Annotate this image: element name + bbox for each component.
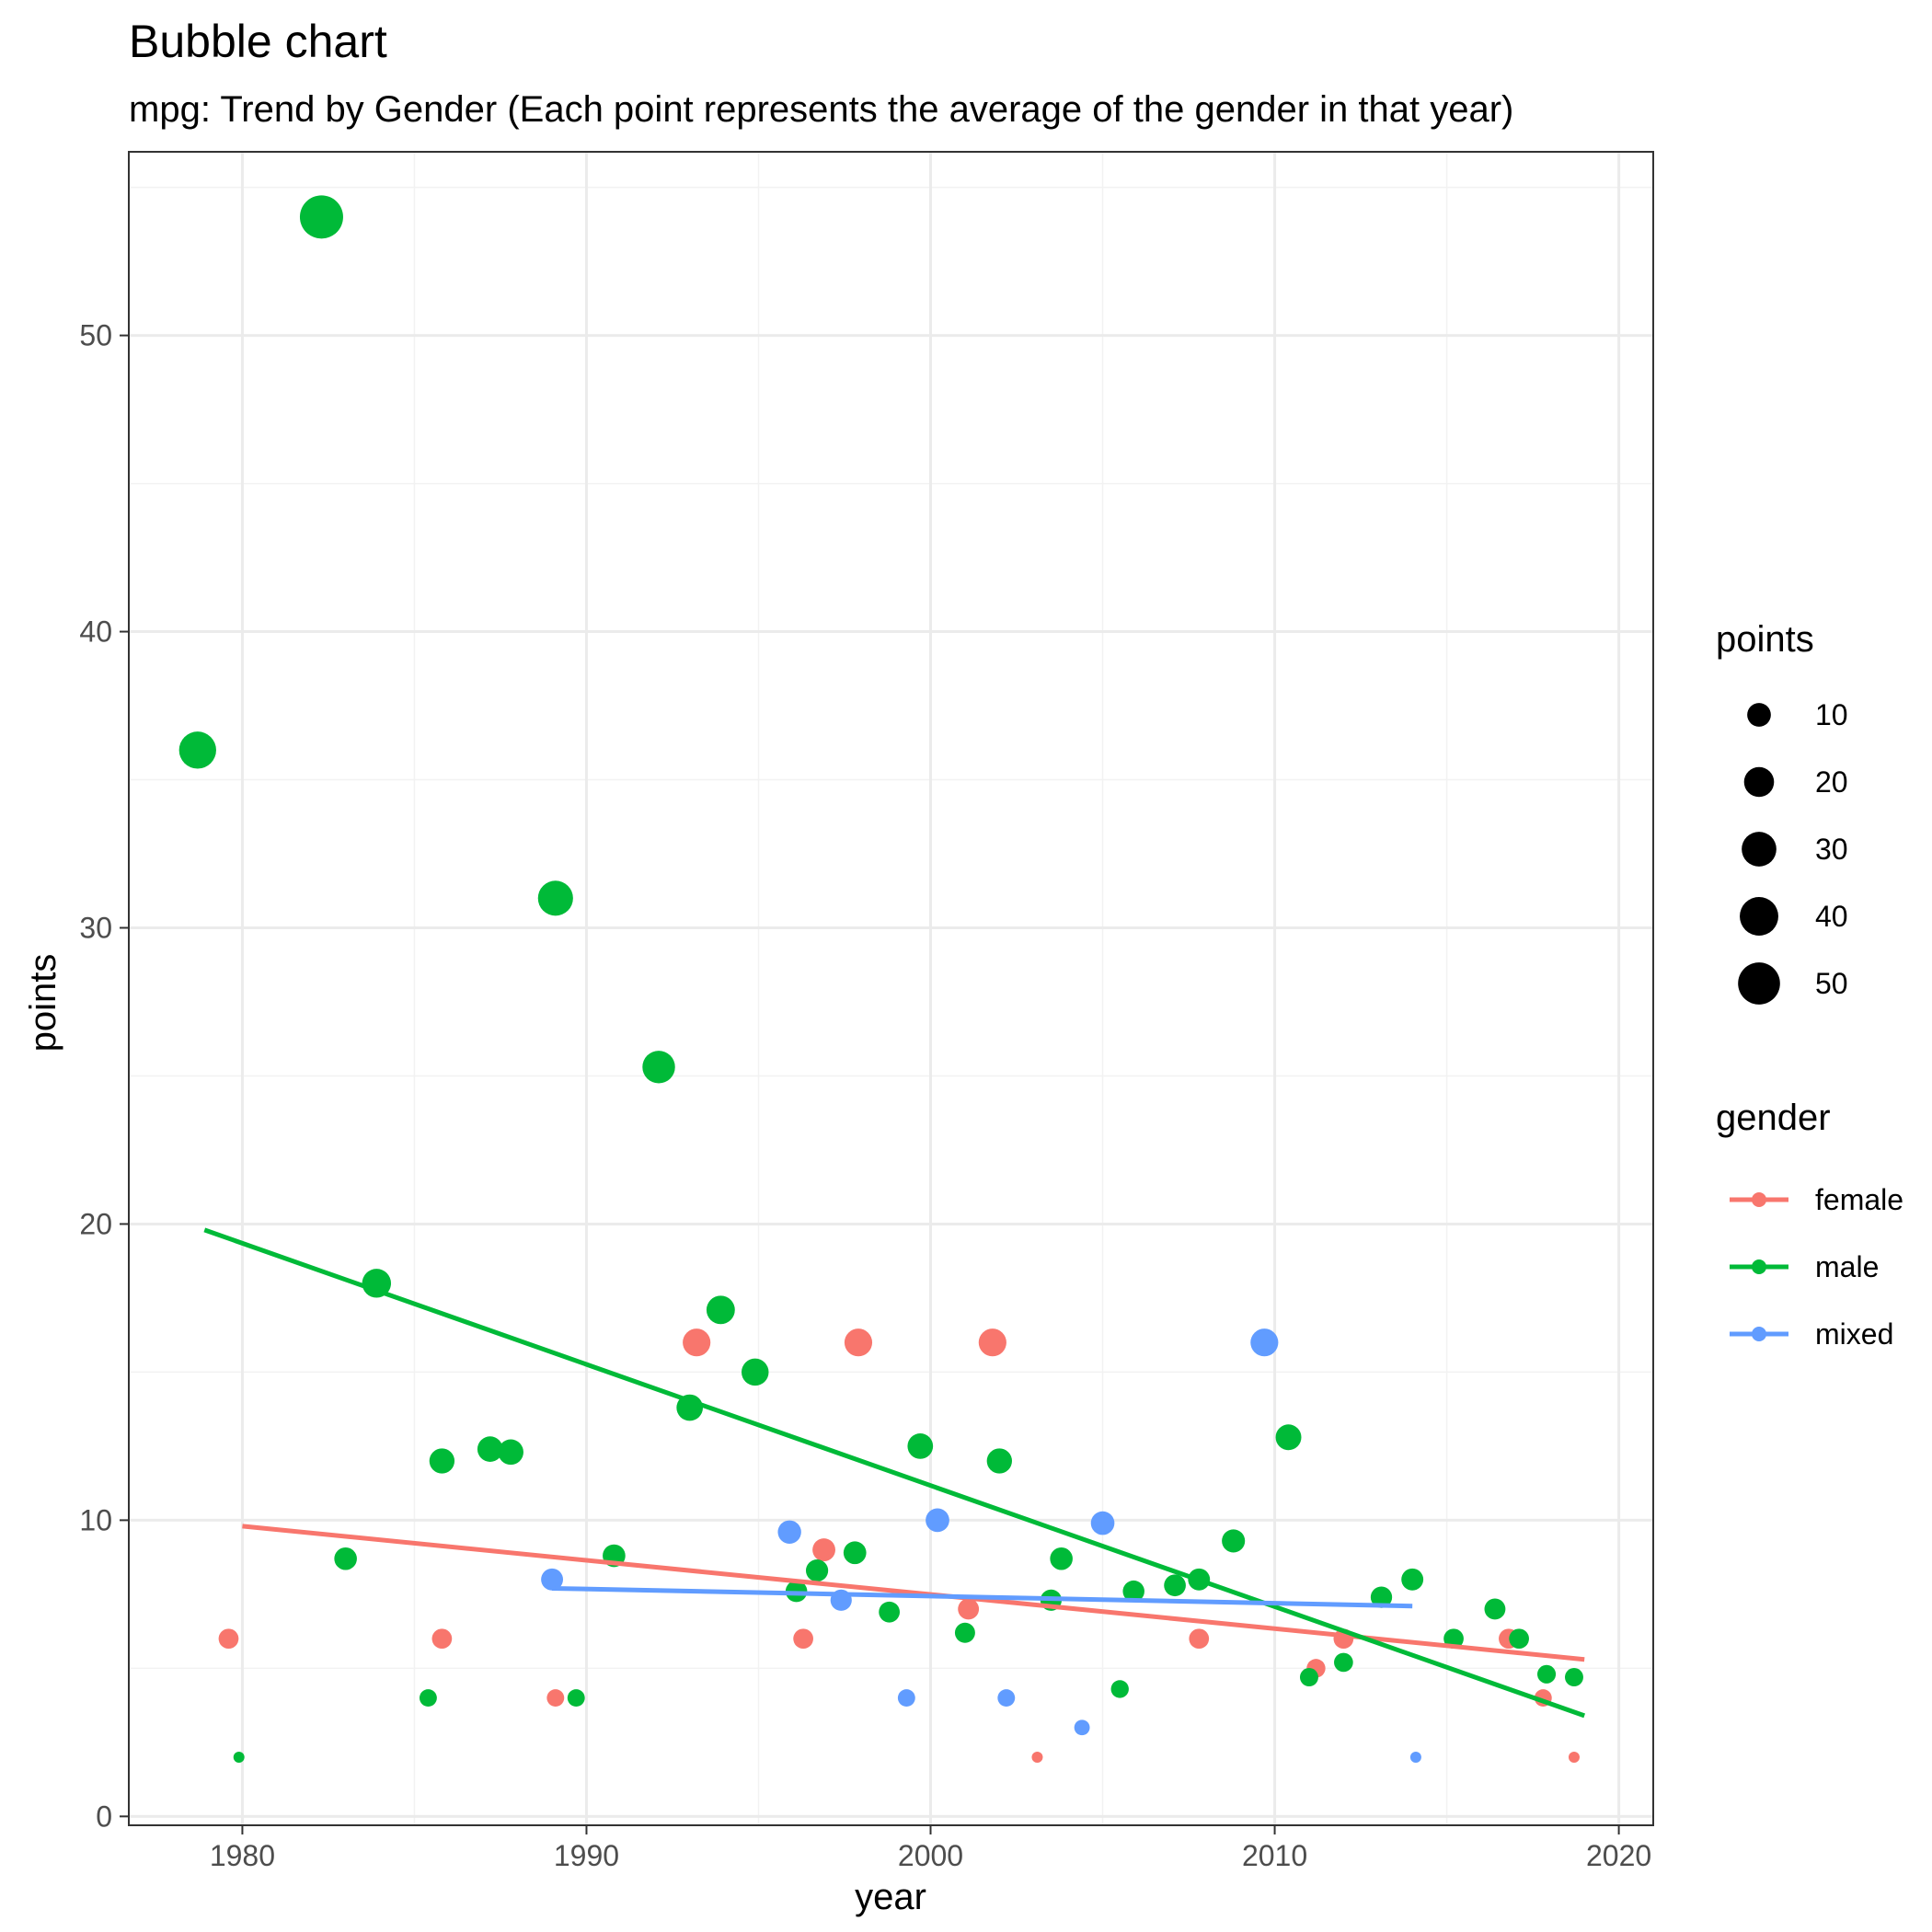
data-point-male bbox=[1050, 1547, 1073, 1570]
chart-title: Bubble chart bbox=[129, 16, 387, 67]
data-point-male bbox=[843, 1541, 867, 1565]
data-point-male bbox=[1564, 1668, 1583, 1687]
data-point-mixed bbox=[1250, 1328, 1279, 1357]
data-point-male bbox=[1509, 1628, 1529, 1650]
y-tick-label: 50 bbox=[79, 319, 112, 352]
gender-legend-key bbox=[1752, 1327, 1766, 1341]
data-point-female bbox=[218, 1628, 239, 1650]
data-point-mixed bbox=[997, 1689, 1016, 1707]
data-point-male bbox=[1164, 1574, 1186, 1597]
data-point-male bbox=[498, 1439, 523, 1466]
x-tick-label: 2020 bbox=[1586, 1839, 1651, 1872]
x-tick-label: 2010 bbox=[1242, 1839, 1307, 1872]
panel-background bbox=[129, 152, 1653, 1825]
x-axis-title: year bbox=[855, 1877, 926, 1917]
size-legend-title: points bbox=[1716, 619, 1814, 660]
data-point-female bbox=[1031, 1751, 1043, 1763]
data-point-male bbox=[879, 1601, 901, 1623]
data-point-male bbox=[178, 731, 216, 769]
data-point-male bbox=[1334, 1652, 1353, 1673]
y-tick-label: 20 bbox=[79, 1207, 112, 1240]
size-legend-key bbox=[1738, 962, 1780, 1005]
data-point-male bbox=[1275, 1424, 1302, 1451]
gender-legend-label: mixed bbox=[1815, 1317, 1893, 1351]
data-point-male bbox=[642, 1051, 675, 1084]
data-point-male bbox=[429, 1448, 455, 1474]
data-point-male bbox=[299, 195, 343, 239]
data-point-male bbox=[233, 1751, 245, 1763]
data-point-mixed bbox=[897, 1689, 915, 1707]
data-point-mixed bbox=[1074, 1719, 1090, 1736]
data-point-male bbox=[1110, 1680, 1129, 1698]
gender-legend-label: male bbox=[1815, 1250, 1879, 1283]
data-point-female bbox=[812, 1538, 835, 1562]
size-legend-key bbox=[1743, 766, 1775, 798]
data-point-mixed bbox=[1090, 1511, 1115, 1535]
trend-lines bbox=[203, 1227, 1586, 1719]
data-point-mixed bbox=[777, 1520, 801, 1544]
data-point-mixed bbox=[926, 1508, 949, 1533]
x-tick-label: 2000 bbox=[898, 1839, 963, 1872]
y-tick-label: 10 bbox=[79, 1503, 112, 1536]
data-point-female bbox=[683, 1328, 711, 1357]
gender-legend: gender female male mixed bbox=[1716, 1098, 1903, 1351]
data-point-male bbox=[1401, 1568, 1424, 1591]
y-axis-title: points bbox=[23, 954, 63, 1052]
gender-legend-label: female bbox=[1815, 1183, 1903, 1216]
y-tick-label: 40 bbox=[79, 615, 112, 649]
data-point-female bbox=[978, 1328, 1006, 1357]
data-point-male bbox=[537, 880, 573, 916]
panel-border bbox=[128, 151, 1654, 1826]
data-point-female bbox=[431, 1628, 453, 1650]
data-point-male bbox=[742, 1358, 769, 1386]
y-tick-label: 30 bbox=[79, 912, 112, 945]
data-point-mixed bbox=[541, 1568, 564, 1591]
data-point-male bbox=[362, 1269, 392, 1298]
data-point-female bbox=[793, 1628, 813, 1650]
data-point-male bbox=[805, 1559, 829, 1582]
size-legend-label: 20 bbox=[1815, 765, 1848, 799]
trend-line-male bbox=[203, 1227, 1586, 1719]
data-point-male bbox=[1370, 1586, 1393, 1608]
data-point-male bbox=[1122, 1580, 1144, 1603]
size-legend-label: 30 bbox=[1815, 833, 1848, 866]
data-point-male bbox=[1222, 1529, 1246, 1553]
y-tick-label: 0 bbox=[96, 1800, 112, 1833]
gender-legend-key bbox=[1752, 1192, 1766, 1207]
chart-subtitle: mpg: Trend by Gender (Each point represe… bbox=[129, 89, 1513, 130]
x-tick-label: 1990 bbox=[554, 1839, 619, 1872]
size-legend-key bbox=[1740, 897, 1778, 936]
data-point-male bbox=[567, 1689, 585, 1707]
data-point-male bbox=[1484, 1598, 1506, 1620]
gender-legend-title: gender bbox=[1716, 1098, 1831, 1138]
data-point-male bbox=[419, 1689, 437, 1707]
data-point-male bbox=[1299, 1668, 1318, 1687]
data-point-female bbox=[844, 1328, 873, 1357]
data-point-female bbox=[958, 1598, 980, 1620]
data-point-male bbox=[907, 1433, 934, 1459]
data-point-male bbox=[477, 1436, 503, 1462]
x-tick-label: 1980 bbox=[210, 1839, 275, 1872]
data-point-male bbox=[986, 1448, 1012, 1474]
size-legend-key bbox=[1747, 703, 1771, 727]
data-point-female bbox=[1189, 1628, 1210, 1650]
size-legend-label: 10 bbox=[1815, 698, 1848, 731]
trend-line-mixed bbox=[552, 1585, 1413, 1609]
data-point-mixed bbox=[1409, 1751, 1421, 1763]
data-point-male bbox=[954, 1622, 975, 1643]
size-legend: points 10 20 30 40 50 bbox=[1716, 619, 1848, 1005]
data-point-male bbox=[1536, 1664, 1557, 1684]
size-legend-label: 40 bbox=[1815, 900, 1848, 933]
data-point-male bbox=[334, 1547, 357, 1570]
data-point-female bbox=[546, 1689, 565, 1707]
gender-legend-key bbox=[1752, 1259, 1766, 1274]
size-legend-label: 50 bbox=[1815, 967, 1848, 1000]
data-point-male bbox=[706, 1295, 735, 1325]
data-point-female bbox=[1568, 1751, 1580, 1763]
axes: 1980 1990 2000 2010 2020 0 10 20 30 40 50 bbox=[79, 319, 1651, 1872]
size-legend-key bbox=[1742, 832, 1777, 867]
grid bbox=[129, 152, 1653, 1825]
